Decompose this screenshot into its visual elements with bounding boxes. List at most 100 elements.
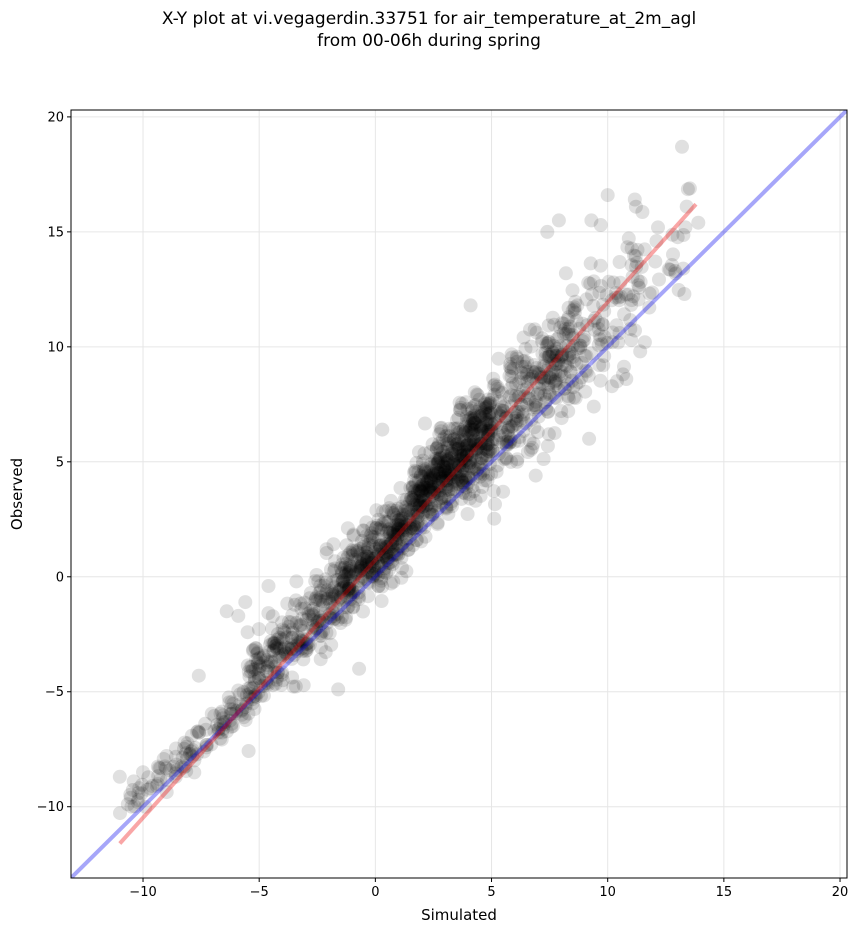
scatter-point — [179, 739, 194, 754]
scatter-point — [339, 567, 354, 582]
scatter-point — [355, 552, 370, 567]
scatter-point — [481, 428, 495, 443]
scatter-point — [244, 664, 259, 679]
scatter-point — [145, 779, 160, 793]
scatter-point — [403, 494, 418, 509]
scatter-point — [551, 213, 566, 228]
scatter-point — [282, 642, 297, 657]
scatter-point — [548, 357, 563, 372]
scatter-point — [367, 559, 382, 574]
scatter-point — [642, 300, 657, 315]
scatter-point — [430, 484, 445, 499]
scatter-point — [460, 437, 475, 452]
scatter-point — [314, 616, 329, 631]
scatter-point — [431, 457, 445, 471]
scatter-point — [542, 347, 557, 362]
scatter-point — [482, 396, 497, 411]
scatter-point — [472, 392, 487, 407]
scatter-point — [216, 708, 231, 723]
scatter-point — [131, 792, 146, 807]
scatter-point — [134, 786, 149, 801]
scatter-point — [506, 413, 521, 428]
scatter-point — [313, 590, 328, 605]
scatter-point — [247, 669, 262, 684]
scatter-point — [270, 632, 285, 647]
scatter-point — [356, 604, 370, 619]
scatter-point — [235, 702, 249, 717]
scatter-point — [540, 338, 555, 353]
scatter-point — [319, 575, 333, 590]
scatter-point — [424, 463, 439, 478]
scatter-point — [407, 465, 422, 480]
scatter-point — [367, 546, 381, 561]
scatter-point — [419, 488, 433, 503]
scatter-point — [433, 469, 448, 484]
scatter-point — [561, 391, 576, 406]
scatter-point — [213, 706, 228, 721]
scatter-point — [467, 385, 482, 400]
scatter-point — [234, 707, 249, 722]
scatter-point — [433, 451, 448, 465]
scatter-point — [236, 710, 251, 725]
scatter-point — [424, 457, 439, 472]
scatter-point — [594, 337, 609, 352]
scatter-point — [242, 669, 257, 684]
scatter-point — [353, 573, 368, 588]
scatter-point — [425, 482, 440, 497]
scatter-point — [252, 659, 267, 674]
scatter-point — [436, 459, 451, 474]
scatter-point — [251, 685, 266, 700]
scatter-point — [384, 503, 399, 518]
scatter-point — [596, 297, 611, 312]
scatter-point — [370, 568, 385, 583]
scatter-point — [280, 649, 295, 664]
scatter-point — [571, 375, 586, 390]
scatter-point — [541, 369, 556, 384]
scatter-point — [277, 624, 292, 638]
scatter-point — [616, 367, 630, 382]
scatter-point — [595, 317, 610, 332]
scatter-point — [536, 358, 551, 373]
scatter-point — [488, 404, 503, 419]
scatter-point — [353, 547, 368, 562]
scatter-point — [448, 441, 463, 456]
scatter-point — [487, 432, 502, 447]
scatter-point — [421, 480, 436, 495]
scatter-point — [313, 628, 327, 643]
scatter-point — [404, 490, 419, 505]
scatter-point — [441, 491, 456, 506]
scatter-point — [564, 346, 579, 361]
scatter-point — [249, 652, 264, 667]
scatter-point — [383, 536, 398, 551]
scatter-point — [691, 215, 706, 230]
scatter-point — [530, 425, 545, 440]
scatter-point — [279, 646, 294, 661]
scatter-point — [415, 453, 430, 468]
scatter-point — [319, 625, 334, 640]
scatter-point — [383, 537, 398, 552]
scatter-point — [421, 483, 436, 498]
scatter-point — [485, 436, 500, 451]
scatter-point — [295, 611, 310, 626]
scatter-point — [505, 376, 520, 391]
scatter-point — [437, 462, 452, 477]
scatter-points — [112, 139, 706, 821]
scatter-point — [306, 607, 321, 622]
scatter-point — [382, 501, 397, 516]
scatter-point — [353, 541, 367, 556]
scatter-point — [463, 411, 478, 425]
scatter-point — [455, 479, 470, 493]
scatter-point — [272, 630, 287, 645]
scatter-point — [573, 338, 588, 353]
scatter-point — [456, 442, 471, 456]
scatter-point — [429, 451, 444, 466]
scatter-point — [298, 601, 313, 616]
scatter-point — [381, 539, 396, 553]
scatter-point — [340, 521, 355, 536]
scatter-point — [379, 504, 393, 518]
scatter-point — [374, 522, 389, 537]
regression-line — [118, 202, 698, 845]
scatter-point — [394, 550, 409, 565]
scatter-point — [224, 719, 239, 734]
scatter-point — [414, 518, 429, 533]
